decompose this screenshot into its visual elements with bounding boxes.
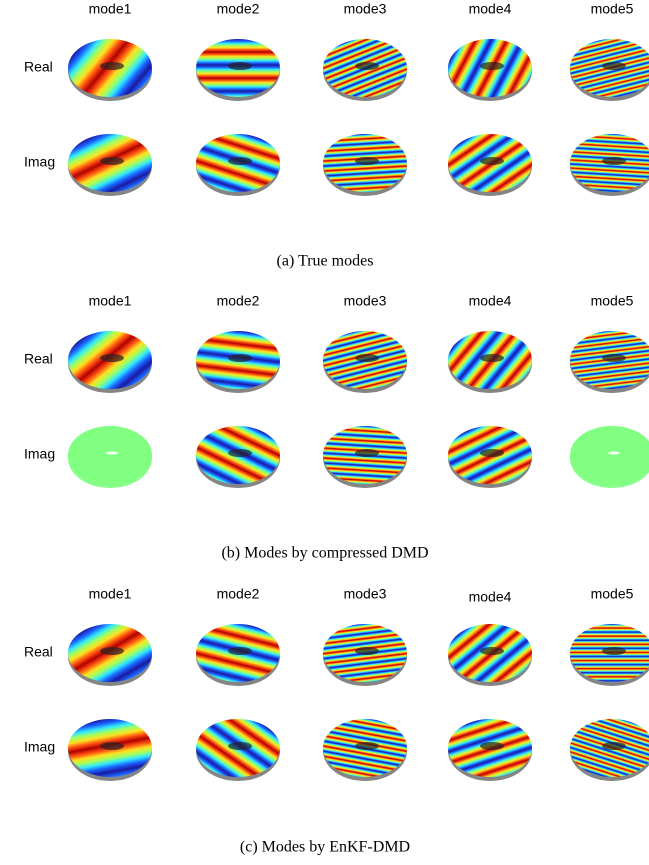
caption: (c) Modes by EnKF-DMD <box>240 839 410 856</box>
torus-image <box>448 331 532 393</box>
column-header: mode3 <box>344 293 387 309</box>
row-label: Real <box>24 59 53 75</box>
column-header: mode5 <box>591 293 634 309</box>
row-label: Imag <box>24 446 55 462</box>
caption: (a) True modes <box>277 253 374 270</box>
torus-image <box>570 39 649 101</box>
torus-image <box>323 719 407 781</box>
torus-image <box>448 134 532 196</box>
column-header: mode1 <box>89 1 132 17</box>
row-label: Imag <box>24 739 55 755</box>
torus-image <box>570 134 649 196</box>
torus-image <box>448 426 532 488</box>
column-header: mode4 <box>469 1 512 17</box>
column-header: mode3 <box>344 1 387 17</box>
column-header: mode3 <box>344 586 387 602</box>
torus-image <box>196 426 280 488</box>
torus-image <box>68 426 152 488</box>
torus-image <box>448 624 532 686</box>
torus-image <box>68 624 152 686</box>
torus-image <box>323 39 407 101</box>
torus-image <box>196 39 280 101</box>
torus-image <box>196 331 280 393</box>
column-header: mode5 <box>591 586 634 602</box>
torus-image <box>448 39 532 101</box>
torus-image <box>68 719 152 781</box>
figure: mode1 mode2 mode3 mode4 mode5 Real Imag (a) Tru… <box>0 0 649 865</box>
column-header: mode4 <box>469 589 512 605</box>
torus-image <box>196 719 280 781</box>
torus-image <box>570 624 649 686</box>
torus-image <box>323 624 407 686</box>
column-header: mode2 <box>217 1 260 17</box>
torus-image <box>448 719 532 781</box>
column-header: mode4 <box>469 293 512 309</box>
column-header: mode1 <box>89 293 132 309</box>
torus-image <box>68 134 152 196</box>
torus-image <box>323 134 407 196</box>
torus-image <box>68 39 152 101</box>
torus-image <box>323 331 407 393</box>
torus-image <box>570 331 649 393</box>
column-header: mode1 <box>89 586 132 602</box>
torus-image <box>570 719 649 781</box>
row-label: Real <box>24 351 53 367</box>
torus-image <box>570 426 649 488</box>
torus-image <box>196 624 280 686</box>
column-header: mode2 <box>217 293 260 309</box>
caption: (b) Modes by compressed DMD <box>221 545 428 562</box>
row-label: Real <box>24 644 53 660</box>
column-header: mode5 <box>591 1 634 17</box>
torus-image <box>196 134 280 196</box>
torus-image <box>323 426 407 488</box>
torus-image <box>68 331 152 393</box>
column-header: mode2 <box>217 586 260 602</box>
row-label: Imag <box>24 154 55 170</box>
